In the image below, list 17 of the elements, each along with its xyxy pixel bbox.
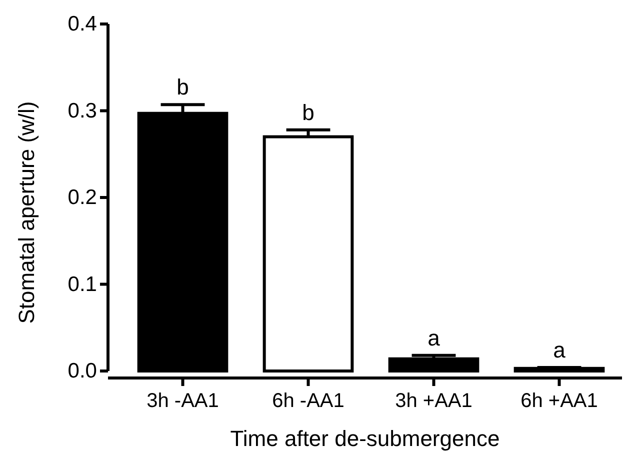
annotation: a [428,325,441,350]
y-tick-label: 0.3 [68,99,97,122]
annotation: b [302,100,314,125]
annotation: b [176,74,189,100]
y-axis-title: Stomatal aperture (w/l) [14,101,39,324]
bar [388,357,480,372]
y-tick-label: 0.0 [68,360,97,383]
x-tick-label: 6h +AA1 [520,390,598,412]
y-tick-label: 0.1 [68,272,97,296]
y-tick-label: 0.4 [68,12,98,36]
y-tick-label: 0.2 [68,186,97,210]
x-tick-label: 3h +AA1 [395,390,472,412]
bar [262,135,354,372]
x-tick-label: 6h -AA1 [272,390,344,412]
x-tick-label: 3h -AA1 [146,390,219,412]
annotation: a [553,338,566,363]
x-axis-title: Time after de-submergence [230,426,500,451]
